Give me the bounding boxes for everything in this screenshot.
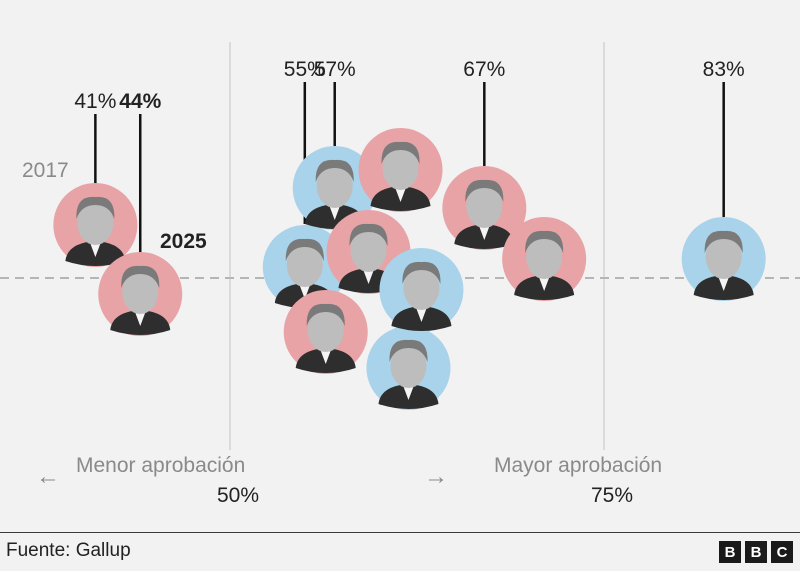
hair-shape: [525, 230, 564, 253]
value-label-biden-portrait: 57%: [314, 58, 356, 81]
more-approval-label: Mayor aprobación: [494, 454, 662, 477]
value-label-trump-2025-portrait: 44%: [119, 90, 161, 113]
eisenhower-portrait: [502, 217, 587, 301]
face-shape: [122, 270, 159, 314]
bbc-logo-letter-b1: B: [719, 541, 741, 563]
shirt-shape: [134, 310, 147, 326]
hair-shape: [121, 265, 160, 288]
hair-shape: [306, 303, 345, 326]
president-bubbles: [53, 128, 766, 410]
value-labels: 41% 44% 55%57% 67% 83%: [74, 58, 744, 113]
hair-shape: [381, 141, 420, 164]
face-shape: [390, 344, 427, 388]
shirt-shape: [394, 186, 407, 202]
shirt-shape: [717, 275, 730, 291]
hair-shape: [389, 339, 428, 362]
less-approval-label: Menor aprobación: [76, 454, 245, 477]
shirt-shape: [328, 204, 341, 220]
shirt-shape: [89, 241, 102, 257]
value-label-trump-2017-portrait: 41%: [74, 90, 116, 113]
bbc-logo-letter-b2: B: [745, 541, 767, 563]
kennedy-portrait: [681, 217, 766, 301]
face-shape: [286, 243, 323, 287]
year-2025-label: 2025: [160, 230, 207, 253]
shirt-shape: [538, 275, 551, 291]
value-label-reagan-portrait: 67%: [463, 58, 505, 81]
shirt-shape: [402, 384, 415, 400]
face-shape: [382, 146, 419, 190]
hair-shape: [704, 230, 743, 253]
hair-shape: [315, 159, 354, 182]
source-text: Fuente: Gallup: [6, 540, 131, 561]
footer-divider: [0, 532, 800, 533]
hair-shape: [465, 179, 504, 202]
bush-jr-portrait: [358, 128, 443, 212]
year-2017-label: 2017: [22, 159, 69, 182]
value-label-clinton-portrait: 55%: [284, 58, 326, 81]
obama-portrait: [379, 248, 464, 332]
hair-shape: [349, 223, 388, 246]
bbc-logo: B B C: [719, 541, 793, 563]
shirt-shape: [298, 283, 311, 299]
gridlines: [229, 42, 605, 450]
hair-shape: [402, 261, 441, 284]
left-arrow-icon: ←: [36, 463, 60, 490]
hair-shape: [76, 196, 115, 219]
face-shape: [307, 308, 344, 352]
carter-portrait: [366, 326, 451, 410]
trump-2025-portrait: [98, 252, 183, 336]
face-shape: [466, 184, 503, 228]
biden-portrait: [292, 146, 377, 230]
bbc-logo-letter-c: C: [771, 541, 793, 563]
trump-2017-portrait: [53, 183, 138, 267]
tick-label-75: 75%: [591, 484, 633, 507]
face-shape: [705, 235, 742, 279]
shirt-shape: [415, 306, 428, 322]
shirt-shape: [478, 224, 491, 240]
shirt-shape: [362, 268, 375, 284]
face-shape: [77, 201, 114, 245]
shirt-shape: [319, 348, 332, 364]
right-arrow-icon: →: [424, 463, 448, 490]
tick-label-50: 50%: [217, 484, 259, 507]
face-shape: [316, 164, 353, 208]
face-shape: [526, 235, 563, 279]
bush-sr-portrait: [283, 290, 368, 374]
value-label-kennedy-portrait: 83%: [703, 58, 745, 81]
reagan-portrait: [442, 166, 527, 250]
hair-shape: [285, 238, 324, 261]
face-shape: [403, 266, 440, 310]
tick-labels: 50% 75%: [217, 484, 633, 507]
face-shape: [350, 228, 387, 272]
